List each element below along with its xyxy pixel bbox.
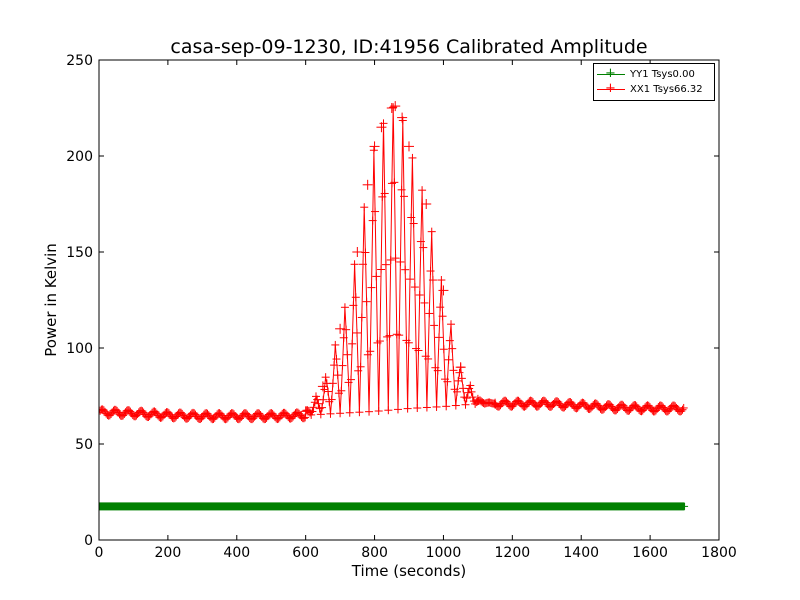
y-tick-label: 100 xyxy=(66,341,93,357)
series-yy1 xyxy=(99,502,689,511)
series-xx1-line xyxy=(99,107,685,420)
x-tick-label: 1600 xyxy=(632,545,668,561)
legend-entry-yy1: + YY1 Tsys0.00 xyxy=(594,66,714,82)
legend-label: YY1 Tsys0.00 xyxy=(630,69,695,80)
chart-title: casa-sep-09-1230, ID:41956 Calibrated Am… xyxy=(170,36,648,58)
axis-ticks: 0 200 400 600 800 1000 1200 1400 1600 1800 0 50 100 1… xyxy=(66,53,737,561)
plot-frame xyxy=(98,59,720,541)
x-tick-label: 1400 xyxy=(563,545,599,561)
x-tick-label: 1000 xyxy=(426,545,462,561)
legend: + YY1 Tsys0.00 + XX1 Tsys66.32 xyxy=(593,63,715,101)
x-tick-label: 1200 xyxy=(495,545,531,561)
y-tick-label: 0 xyxy=(84,533,93,549)
series-yy1-marker-band xyxy=(99,502,685,511)
x-tick-label: 800 xyxy=(361,545,388,561)
y-tick-label: 200 xyxy=(66,149,93,165)
legend-line-icon xyxy=(597,89,625,90)
x-tick-label: 200 xyxy=(155,545,182,561)
y-tick-label: 250 xyxy=(66,53,93,69)
x-tick-label: 1800 xyxy=(701,545,737,561)
x-axis-label: Time (seconds) xyxy=(351,562,467,580)
legend-line-icon xyxy=(597,74,625,75)
series-xx1 xyxy=(99,101,688,424)
legend-marker-icon: + xyxy=(605,66,616,81)
x-tick-label: 400 xyxy=(223,545,250,561)
legend-label: XX1 Tsys66.32 xyxy=(630,84,703,95)
chart-marks xyxy=(99,101,689,511)
y-axis-label: Power in Kelvin xyxy=(42,243,60,357)
legend-entry-xx1: + XX1 Tsys66.32 xyxy=(594,81,714,97)
y-tick-label: 150 xyxy=(66,245,93,261)
x-tick-label: 600 xyxy=(292,545,319,561)
x-tick-label: 0 xyxy=(95,545,104,561)
y-tick-label: 50 xyxy=(75,437,93,453)
legend-marker-icon: + xyxy=(605,81,616,96)
